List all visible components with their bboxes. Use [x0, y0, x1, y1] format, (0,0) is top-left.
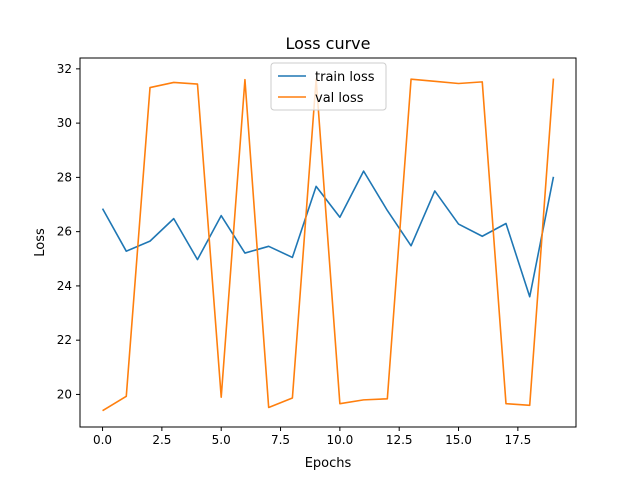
y-axis-ticks: 20 22 24 26 28 30 32 — [57, 62, 80, 401]
x-tick-label: 0.0 — [93, 433, 112, 447]
x-tick-label: 15.0 — [445, 433, 472, 447]
y-tick-label: 28 — [57, 170, 72, 184]
x-axis-ticks: 0.0 2.5 5.0 7.5 10.0 12.5 15.0 17.5 — [93, 427, 531, 447]
x-tick-label: 2.5 — [152, 433, 171, 447]
x-axis-label: Epochs — [305, 456, 352, 471]
y-axis-label: Loss — [33, 228, 48, 257]
y-tick-label: 26 — [57, 225, 72, 239]
y-tick-label: 20 — [57, 387, 72, 401]
y-tick-label: 32 — [57, 62, 72, 76]
y-tick-label: 22 — [57, 333, 72, 347]
x-tick-label: 17.5 — [504, 433, 531, 447]
legend-box — [270, 62, 387, 111]
legend-label: val loss — [315, 91, 364, 106]
y-tick-label: 30 — [57, 116, 72, 130]
plot-frame — [79, 57, 577, 428]
x-tick-label: 12.5 — [386, 433, 413, 447]
legend-label: train loss — [315, 70, 375, 85]
series-line-val-loss — [102, 78, 555, 412]
legend: train loss val loss — [270, 62, 387, 111]
plot-lines — [101, 78, 555, 412]
y-tick-label: 24 — [57, 279, 72, 293]
x-tick-label: 7.5 — [271, 433, 290, 447]
series-line-train-loss — [101, 170, 555, 298]
chart-title: Loss curve — [285, 34, 370, 53]
x-tick-label: 5.0 — [212, 433, 231, 447]
x-tick-label: 10.0 — [327, 433, 354, 447]
